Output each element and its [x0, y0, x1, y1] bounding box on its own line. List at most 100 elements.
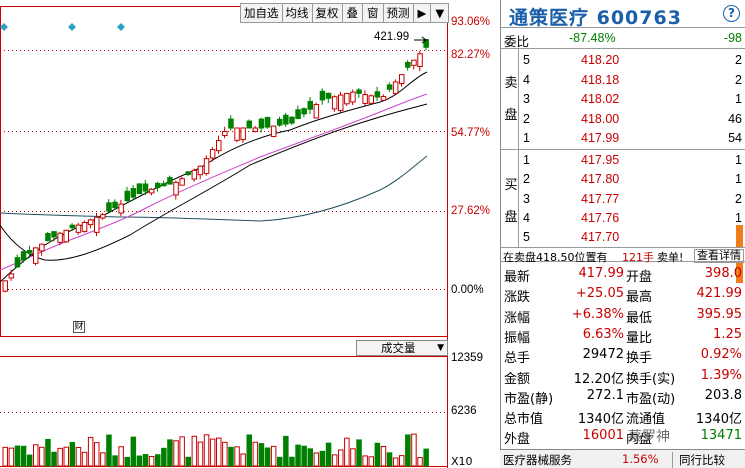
buy-level: 5	[523, 230, 530, 245]
buy-side-box	[501, 150, 519, 247]
chevron-down-icon: ▼	[437, 343, 444, 353]
stock-title: 通策医疗 600763	[509, 7, 682, 29]
candle-body	[264, 116, 271, 128]
forecast-button[interactable]: 预测	[384, 4, 414, 22]
volume-bar	[155, 454, 161, 467]
volume-bar	[246, 434, 252, 467]
candle-body	[87, 219, 94, 226]
sell-side-label: 盘	[504, 108, 518, 123]
sell-level-row[interactable]: 5 418.20 2	[501, 51, 745, 70]
buy-price: 417.80	[581, 172, 620, 187]
volume-bar	[411, 433, 417, 467]
financial-report-badge[interactable]: 财	[73, 321, 85, 333]
sell-price: 418.18	[581, 72, 620, 87]
candle-body	[45, 233, 51, 242]
kline-chart-panel[interactable]: 加自选 均线 复权 叠 窗 预测 ▶ ▼ 93.06% 82.27% 54.77…	[0, 0, 500, 468]
volume-bar	[277, 456, 283, 467]
window-button[interactable]: 窗	[363, 4, 384, 22]
volume-bar	[252, 441, 259, 467]
buy-price: 417.95	[581, 153, 620, 167]
pct-axis-label: 82.27%	[451, 49, 491, 61]
candle-body	[26, 249, 33, 254]
peer-compare-button[interactable]: 同行比较	[672, 452, 725, 468]
view-details-button[interactable]: 查看详情	[694, 249, 744, 263]
candle-body	[106, 202, 112, 212]
sell-level: 5	[523, 53, 530, 67]
volume-bar	[130, 436, 137, 467]
play-icon[interactable]: ▶	[414, 4, 432, 22]
stat-label: 金额	[504, 371, 531, 387]
volume-bar	[386, 452, 393, 467]
candle-body	[20, 251, 27, 261]
sell-price: 418.20	[581, 53, 620, 67]
sell-price: 418.02	[581, 92, 620, 106]
stat-value: 272.1	[586, 387, 624, 403]
buy-level-row[interactable]: 4 417.76 1	[501, 209, 745, 228]
stat-label: 涨跌	[504, 290, 531, 306]
sell-volume: 2	[735, 72, 742, 87]
buy-price: 417.77	[581, 191, 620, 206]
buy-level-row[interactable]: 1 417.95 1	[501, 151, 745, 170]
add-watchlist-button[interactable]: 加自选	[241, 4, 283, 22]
ma30-line	[0, 155, 428, 222]
volume-bar	[63, 446, 69, 467]
volume-bar	[356, 439, 362, 467]
volume-bar	[234, 446, 240, 467]
candle-body	[8, 273, 15, 279]
sell-level-row[interactable]: 4 418.18 2	[501, 71, 745, 90]
buy-level-row[interactable]: 3 417.77 2	[501, 190, 745, 209]
sell-level-row[interactable]: 1 417.99 54	[501, 129, 745, 148]
sell-volume: 2	[735, 53, 742, 67]
volume-bar	[45, 438, 51, 467]
stat-value: +6.38%	[571, 306, 624, 322]
volume-bar	[405, 434, 411, 467]
volume-indicator-select[interactable]: 成交量 ▼	[356, 340, 448, 356]
volume-bar	[209, 438, 216, 467]
high-price-label: 421.99	[374, 31, 410, 43]
candle-body	[270, 125, 277, 137]
sell-price: 417.99	[581, 131, 620, 145]
event-marker-icon	[0, 23, 8, 31]
candle-body	[118, 203, 124, 214]
stat-label: 最高	[626, 290, 653, 306]
volume-bar	[75, 446, 82, 467]
stat-value: 1.25	[713, 326, 742, 342]
overlay-button[interactable]: 叠	[343, 4, 363, 22]
candle-body	[185, 171, 191, 176]
candle-body	[136, 183, 143, 195]
pct-axis-label: 93.06%	[451, 16, 491, 28]
volume-bar	[173, 440, 179, 467]
dropdown-icon[interactable]: ▼	[435, 6, 445, 20]
buy-level-row[interactable]: 5 417.70	[501, 228, 745, 247]
sell-level-row[interactable]: 2 418.00 46	[501, 110, 745, 129]
sell-level-row[interactable]: 3 418.02 1	[501, 90, 745, 109]
stat-label: 总手	[504, 351, 531, 367]
buy-level-row[interactable]: 2 417.80 1	[501, 170, 745, 189]
candle-body	[240, 127, 246, 141]
candle-body	[289, 116, 295, 124]
order-alert-volume: 121手	[622, 251, 654, 264]
buy-price: 417.70	[581, 230, 620, 245]
candle-body	[2, 280, 8, 292]
sector-name[interactable]: 医疗器械服务	[503, 453, 572, 467]
candle-body	[167, 177, 173, 185]
candle-body	[356, 89, 362, 94]
candle-body	[209, 149, 216, 159]
adjust-button[interactable]: 复权	[313, 4, 343, 22]
volume-bar	[344, 437, 350, 467]
weibi-label: 委比	[504, 35, 530, 49]
kline-chart[interactable]	[0, 0, 500, 468]
stat-row: 总市值 1340亿 流通值 1340亿	[501, 407, 745, 428]
candle-body	[399, 74, 405, 85]
volume-bar	[203, 434, 210, 467]
candle-body	[228, 118, 234, 129]
volume-bar	[270, 445, 277, 467]
ma-button[interactable]: 均线	[283, 4, 313, 22]
volume-bar	[301, 445, 307, 467]
stat-label: 市盈(动)	[626, 391, 676, 407]
candle-body	[130, 188, 137, 198]
stat-row: 最新 417.99 开盘 398.0	[501, 265, 745, 285]
stat-label: 总市值	[504, 412, 544, 428]
help-icon[interactable]: ?	[723, 5, 740, 22]
candle-body	[374, 91, 381, 98]
